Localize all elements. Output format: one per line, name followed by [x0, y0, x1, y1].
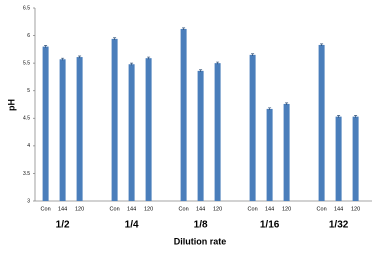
x-tick-label: 120: [282, 206, 291, 212]
bar: [214, 63, 221, 202]
error-bar: [320, 43, 324, 47]
bar: [111, 38, 118, 201]
x-tick-label: 120: [213, 206, 222, 212]
group-label: 1/2: [56, 220, 70, 231]
bar: [76, 57, 83, 201]
y-tick-label: 3: [27, 198, 30, 204]
error-bar: [268, 107, 272, 111]
bar: [145, 58, 152, 202]
x-tick-label: Con: [41, 206, 51, 212]
error-bar: [130, 62, 134, 66]
x-tick-label: 144: [127, 206, 136, 212]
x-tick-label: 120: [144, 206, 153, 212]
x-tick-label: 120: [75, 206, 84, 212]
error-bar: [216, 61, 220, 65]
y-tick-label: 6.5: [23, 5, 30, 11]
error-bar: [113, 37, 117, 40]
bar: [318, 44, 325, 202]
group-label: 1/4: [125, 220, 139, 231]
error-bar: [44, 45, 48, 48]
bar: [352, 116, 359, 201]
x-tick-label: 120: [351, 206, 360, 212]
group-label: 1/16: [260, 220, 280, 231]
group-label: 1/32: [329, 220, 349, 231]
x-tick-label: 144: [265, 206, 274, 212]
bar: [335, 116, 342, 201]
error-bar: [285, 102, 289, 106]
error-bar: [337, 115, 341, 118]
x-tick-label: Con: [317, 206, 327, 212]
error-bar: [78, 55, 82, 59]
error-bar: [61, 57, 65, 61]
bar: [180, 28, 187, 202]
y-tick-label: 5.5: [23, 60, 30, 66]
group-label: 1/8: [194, 220, 208, 231]
error-bar: [182, 27, 186, 31]
y-axis-label: pH: [6, 99, 16, 111]
bar: [59, 59, 66, 202]
y-tick-label: 4.5: [23, 116, 30, 122]
x-tick-label: 144: [334, 206, 343, 212]
error-bar: [147, 56, 151, 60]
bar: [42, 46, 49, 201]
x-tick-label: Con: [248, 206, 258, 212]
x-tick-label: Con: [110, 206, 120, 212]
bar: [128, 64, 135, 201]
bar: [283, 103, 290, 201]
bar: [197, 70, 204, 201]
y-tick-label: 5: [27, 88, 30, 94]
x-tick-label: 144: [58, 206, 67, 212]
bar: [249, 54, 256, 201]
y-tick-label: 3.5: [23, 171, 30, 177]
bar: [266, 108, 273, 201]
x-axis-label: Dilution rate: [174, 236, 227, 246]
error-bar: [199, 69, 203, 72]
x-tick-label: 144: [196, 206, 205, 212]
y-tick-label: 4: [27, 143, 30, 149]
x-tick-label: Con: [179, 206, 189, 212]
error-bar: [354, 115, 358, 118]
error-bar: [251, 53, 255, 56]
y-tick-label: 6: [27, 33, 30, 39]
